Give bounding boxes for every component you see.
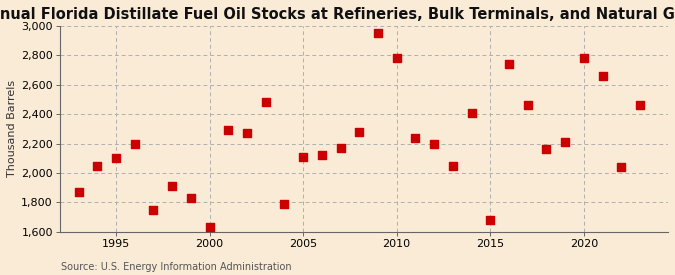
Point [298,155,308,159]
Point [242,131,252,136]
Point [466,111,477,115]
Point [186,196,196,200]
Point [522,103,533,108]
Point [92,163,103,168]
Text: Source: U.S. Energy Information Administration: Source: U.S. Energy Information Administ… [61,262,292,272]
Point [578,56,589,60]
Point [204,225,215,230]
Point [634,103,645,108]
Point [111,156,122,161]
Point [597,74,608,78]
Point [354,130,364,134]
Point [261,100,271,104]
Point [130,141,140,146]
Point [317,153,327,158]
Title: Annual Florida Distillate Fuel Oil Stocks at Refineries, Bulk Terminals, and Nat: Annual Florida Distillate Fuel Oil Stock… [0,7,675,22]
Point [485,218,495,222]
Point [392,56,402,60]
Point [410,136,421,140]
Point [73,190,84,194]
Point [429,141,439,146]
Point [504,62,514,66]
Point [373,31,383,35]
Point [223,128,234,133]
Point [279,202,290,206]
Point [448,163,458,168]
Point [616,165,626,169]
Y-axis label: Thousand Barrels: Thousand Barrels [7,80,17,177]
Point [148,208,159,212]
Point [167,184,178,188]
Point [335,146,346,150]
Point [541,147,551,152]
Point [560,140,570,144]
